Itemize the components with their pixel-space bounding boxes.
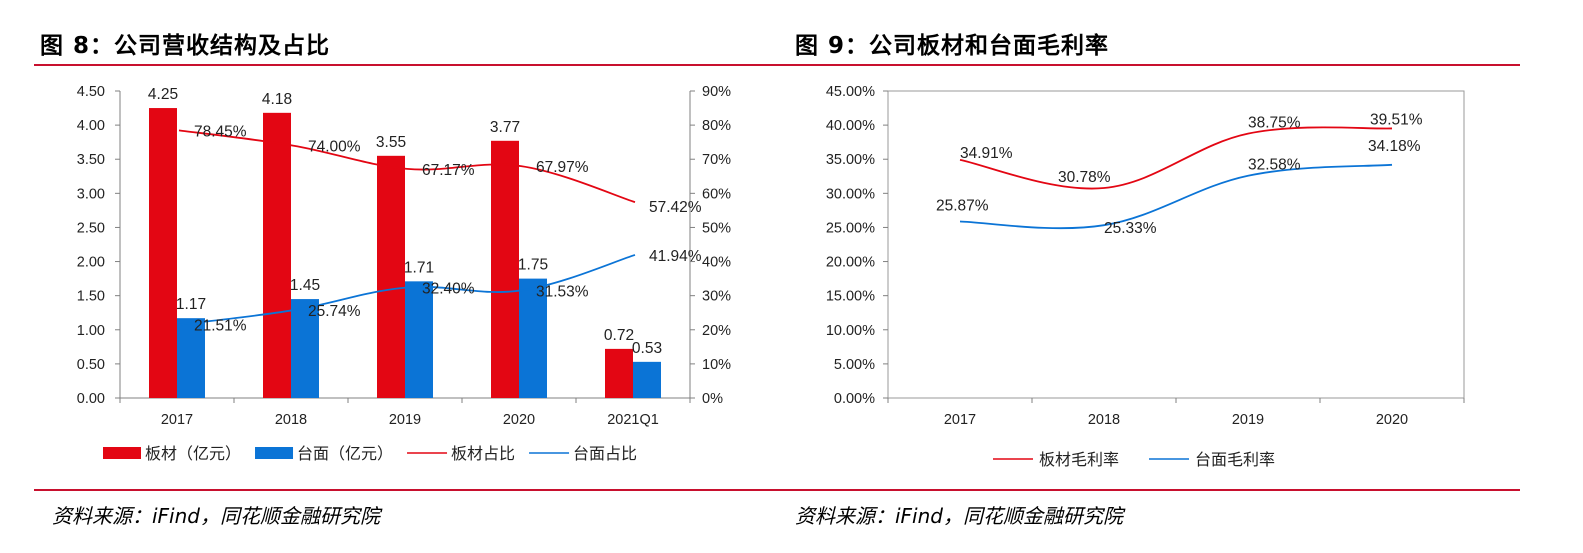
bar-countertop (519, 278, 547, 398)
legend-label: 板材毛利率 (1039, 450, 1119, 469)
y-tick-label: 2.00 (77, 255, 105, 271)
x-tick-label: 2017 (944, 412, 976, 428)
line-board-margin (959, 126, 1393, 190)
y-tick-label: 0.00 (77, 391, 105, 407)
y2-tick-label: 70% (702, 152, 731, 168)
y2-tick-label: 20% (702, 323, 731, 339)
bar-countertop (633, 361, 661, 398)
bar-countertop (291, 299, 319, 398)
x-tick-label: 2018 (275, 412, 307, 428)
line-value-label: 31.53% (536, 283, 589, 300)
legend-label: 台面占比 (573, 444, 637, 463)
bar-value-label: 3.55 (376, 134, 406, 151)
line-value-label: 21.51% (194, 318, 247, 335)
x-tick-label: 2020 (1376, 412, 1408, 428)
line-value-label: 25.33% (1104, 220, 1157, 237)
x-tick-label: 2019 (389, 412, 421, 428)
source-note-right: 资料来源：iFind，同花顺金融研究院 (795, 504, 1123, 528)
line-value-label: 25.74% (308, 303, 361, 320)
x-tick-label: 2021Q1 (607, 412, 659, 428)
y-tick-label: 30.00% (826, 186, 875, 202)
y-tick-label: 3.00 (77, 186, 105, 202)
line-value-label: 34.91% (960, 145, 1013, 162)
y-tick-label: 0.50 (77, 357, 105, 373)
line-value-label: 30.78% (1058, 169, 1111, 186)
line-value-label: 39.51% (1370, 111, 1423, 128)
legend-swatch (103, 447, 141, 459)
bar-value-label: 1.45 (290, 277, 320, 294)
y-tick-label: 35.00% (826, 152, 875, 168)
y-tick-label: 1.00 (77, 323, 105, 339)
line-value-label: 67.17% (422, 162, 475, 179)
y2-tick-label: 0% (702, 391, 723, 407)
y-tick-label: 0.00% (834, 391, 875, 407)
line-value-label: 78.45% (194, 123, 247, 140)
y-tick-label: 3.50 (77, 152, 105, 168)
chart-title-left: 图 8：公司营收结构及占比 (40, 33, 331, 59)
bar-value-label: 1.71 (404, 259, 434, 276)
y-tick-label: 4.50 (77, 84, 105, 100)
bar-value-label: 0.72 (604, 327, 634, 344)
line-value-label: 74.00% (308, 139, 361, 156)
line-value-label: 38.75% (1248, 115, 1301, 132)
line-value-label: 32.58% (1248, 157, 1301, 174)
y2-tick-label: 90% (702, 84, 731, 100)
bar-countertop (405, 281, 433, 398)
y-tick-label: 5.00% (834, 357, 875, 373)
bar-value-label: 3.77 (490, 119, 520, 136)
line-value-label: 25.87% (936, 198, 989, 215)
bar-value-label: 0.53 (632, 340, 662, 357)
y-tick-label: 10.00% (826, 323, 875, 339)
chart-title-right: 图 9：公司板材和台面毛利率 (795, 33, 1110, 59)
line-value-label: 41.94% (649, 248, 702, 265)
y-tick-label: 4.00 (77, 118, 105, 134)
line-value-label: 57.42% (649, 199, 702, 216)
bar-value-label: 4.25 (148, 86, 178, 103)
line-countertop-share (178, 254, 636, 326)
bar-board (263, 112, 291, 398)
y-tick-label: 25.00% (826, 220, 875, 236)
legend-label: 板材占比 (451, 444, 515, 463)
bar-value-label: 1.75 (518, 257, 548, 274)
bar-value-label: 4.18 (262, 91, 292, 108)
line-countertop-margin (959, 163, 1393, 230)
y-tick-label: 20.00% (826, 255, 875, 271)
legend-label: 台面毛利率 (1195, 450, 1275, 469)
y2-tick-label: 10% (702, 357, 731, 373)
y2-tick-label: 60% (702, 186, 731, 202)
y-tick-label: 45.00% (826, 84, 875, 100)
bar-board (149, 108, 177, 399)
y-tick-label: 1.50 (77, 289, 105, 305)
bar-board (377, 155, 405, 398)
source-note-left: 资料来源：iFind，同花顺金融研究院 (52, 504, 380, 528)
x-tick-label: 2019 (1232, 412, 1264, 428)
line-value-label: 32.40% (422, 280, 475, 297)
footer-rule (34, 489, 1520, 491)
x-tick-label: 2020 (503, 412, 535, 428)
legend-swatch (255, 447, 294, 459)
x-tick-label: 2017 (161, 412, 193, 428)
bar-countertop (177, 318, 205, 398)
line-board-share (178, 129, 636, 203)
header-rule (34, 64, 1520, 66)
bar-board (491, 140, 519, 398)
x-tick-label: 2018 (1088, 412, 1120, 428)
y-tick-label: 40.00% (826, 118, 875, 134)
y-tick-label: 15.00% (826, 289, 875, 305)
y2-tick-label: 40% (702, 255, 731, 271)
bar-board (605, 348, 633, 398)
y2-tick-label: 30% (702, 289, 731, 305)
line-value-label: 67.97% (536, 159, 589, 176)
y2-tick-label: 50% (702, 220, 731, 236)
legend-label: 板材（亿元） (145, 444, 241, 463)
line-value-label: 34.18% (1368, 138, 1421, 155)
y-tick-label: 2.50 (77, 220, 105, 236)
legend-label: 台面（亿元） (297, 444, 393, 463)
y2-tick-label: 80% (702, 118, 731, 134)
bar-value-label: 1.17 (176, 296, 206, 313)
